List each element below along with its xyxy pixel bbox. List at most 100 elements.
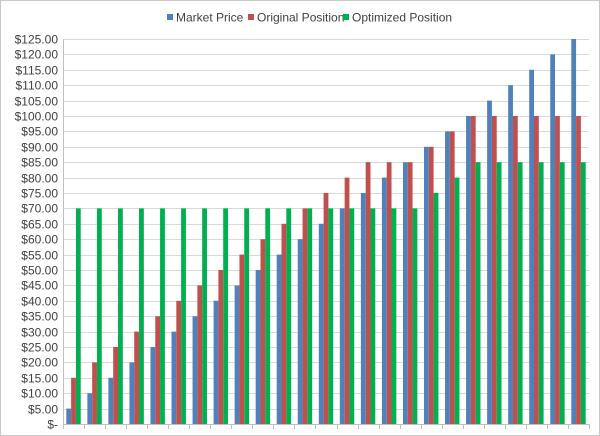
bar-original-position bbox=[71, 377, 76, 424]
bar-optimized-position bbox=[265, 208, 271, 424]
bar-original-position bbox=[344, 177, 350, 424]
bar-original-position bbox=[113, 347, 118, 424]
y-tick-label: $45.00 bbox=[21, 279, 58, 293]
bars bbox=[66, 39, 586, 425]
legend-entry-original-position: Original Position bbox=[248, 11, 344, 25]
y-tick-label: $100.00 bbox=[15, 110, 59, 124]
bar-market-price bbox=[255, 270, 261, 424]
bar-market-price bbox=[424, 146, 429, 425]
bar-original-position bbox=[302, 208, 308, 424]
y-tick-label: $110.00 bbox=[16, 79, 59, 93]
bar-optimized-position bbox=[328, 208, 334, 424]
bar-optimized-position bbox=[412, 208, 418, 424]
legend: Market Price Original Position Optimized P… bbox=[167, 11, 452, 25]
bar-optimized-position bbox=[139, 208, 144, 424]
bar-original-position bbox=[407, 162, 413, 424]
bar-optimized-position bbox=[475, 162, 481, 424]
legend-swatch bbox=[248, 14, 254, 20]
bar-market-price bbox=[171, 331, 177, 424]
legend-entry-market-price: Market Price bbox=[167, 11, 244, 25]
y-tick-label: $115.00 bbox=[16, 64, 59, 78]
legend-label: Original Position bbox=[257, 11, 344, 25]
bar-optimized-position bbox=[559, 162, 565, 424]
y-tick-label: $25.00 bbox=[21, 341, 58, 355]
bar-market-price bbox=[550, 54, 556, 425]
bar-optimized-position bbox=[244, 208, 250, 424]
bar-original-position bbox=[534, 116, 539, 424]
legend-swatch bbox=[167, 14, 173, 20]
bar-original-position bbox=[555, 116, 560, 424]
bar-market-price bbox=[108, 377, 114, 424]
legend-label: Optimized Position bbox=[352, 11, 452, 25]
bar-market-price bbox=[318, 223, 324, 424]
bar-original-position bbox=[386, 162, 392, 424]
y-axis-tick-labels: $-$5.00 $10.00$15.00 $20.00$25.00$30.00 $35… bbox=[15, 33, 59, 432]
bar-market-price bbox=[529, 69, 534, 425]
y-tick-label: $55.00 bbox=[21, 249, 58, 263]
bar-market-price bbox=[234, 285, 240, 424]
y-tick-label: $80.00 bbox=[21, 172, 58, 186]
bar-original-position bbox=[239, 254, 245, 424]
bar-market-price bbox=[360, 193, 366, 424]
bar-optimized-position bbox=[202, 208, 207, 424]
bar-optimized-position bbox=[307, 208, 313, 424]
bar-optimized-position bbox=[349, 208, 355, 424]
y-tick-label: $- bbox=[47, 418, 58, 432]
bar-optimized-position bbox=[517, 162, 523, 424]
bar-original-position bbox=[155, 316, 161, 424]
bar-original-position bbox=[260, 239, 266, 424]
y-tick-label: $60.00 bbox=[21, 233, 58, 247]
bar-market-price bbox=[213, 300, 219, 424]
bar-optimized-position bbox=[118, 208, 123, 424]
bar-market-price bbox=[297, 239, 303, 424]
y-tick-label: $90.00 bbox=[21, 141, 58, 155]
bar-market-price bbox=[571, 39, 577, 424]
y-tick-label: $95.00 bbox=[21, 125, 58, 139]
bar-optimized-position bbox=[370, 208, 376, 424]
bar-market-price bbox=[276, 254, 282, 424]
bar-original-position bbox=[281, 223, 287, 424]
y-tick-label: $20.00 bbox=[21, 356, 58, 370]
bar-optimized-position bbox=[75, 208, 81, 424]
legend-label: Market Price bbox=[176, 11, 244, 25]
bar-market-price bbox=[66, 408, 72, 424]
y-tick-label: $125.00 bbox=[15, 33, 59, 47]
y-tick-label: $10.00 bbox=[21, 387, 58, 401]
bar-optimized-position bbox=[223, 208, 228, 424]
bar-original-position bbox=[134, 331, 140, 424]
bar-optimized-position bbox=[391, 208, 397, 424]
axes bbox=[63, 39, 590, 429]
bar-market-price bbox=[129, 362, 135, 424]
y-tick-label: $35.00 bbox=[21, 310, 58, 324]
y-tick-label: $120.00 bbox=[15, 48, 59, 62]
y-tick-label: $5.00 bbox=[28, 403, 58, 417]
legend-swatch bbox=[343, 14, 349, 20]
bar-market-price bbox=[508, 85, 513, 424]
bar-market-price bbox=[150, 347, 156, 424]
bar-original-position bbox=[92, 362, 97, 424]
bar-optimized-position bbox=[181, 208, 186, 424]
y-tick-label: $70.00 bbox=[21, 202, 58, 216]
bar-market-price bbox=[381, 177, 387, 424]
bar-optimized-position bbox=[433, 193, 439, 424]
bar-optimized-position bbox=[286, 208, 292, 424]
bar-original-position bbox=[470, 116, 476, 424]
y-tick-label: $75.00 bbox=[21, 187, 58, 201]
bar-market-price bbox=[339, 208, 345, 424]
y-tick-label: $30.00 bbox=[21, 326, 58, 340]
bar-optimized-position bbox=[580, 162, 586, 424]
legend-entry-optimized-position: Optimized Position bbox=[343, 11, 452, 25]
bar-original-position bbox=[365, 162, 371, 424]
bar-market-price bbox=[445, 131, 450, 424]
y-tick-label: $85.00 bbox=[21, 156, 58, 170]
bar-original-position bbox=[491, 116, 497, 424]
bar-original-position bbox=[449, 131, 455, 424]
y-tick-label: $105.00 bbox=[15, 95, 59, 109]
bar-optimized-position bbox=[538, 162, 544, 424]
bar-original-position bbox=[428, 146, 434, 425]
bar-optimized-position bbox=[496, 162, 502, 424]
bar-optimized-position bbox=[160, 208, 165, 424]
bar-optimized-position bbox=[96, 208, 102, 424]
bar-original-position bbox=[218, 270, 224, 424]
